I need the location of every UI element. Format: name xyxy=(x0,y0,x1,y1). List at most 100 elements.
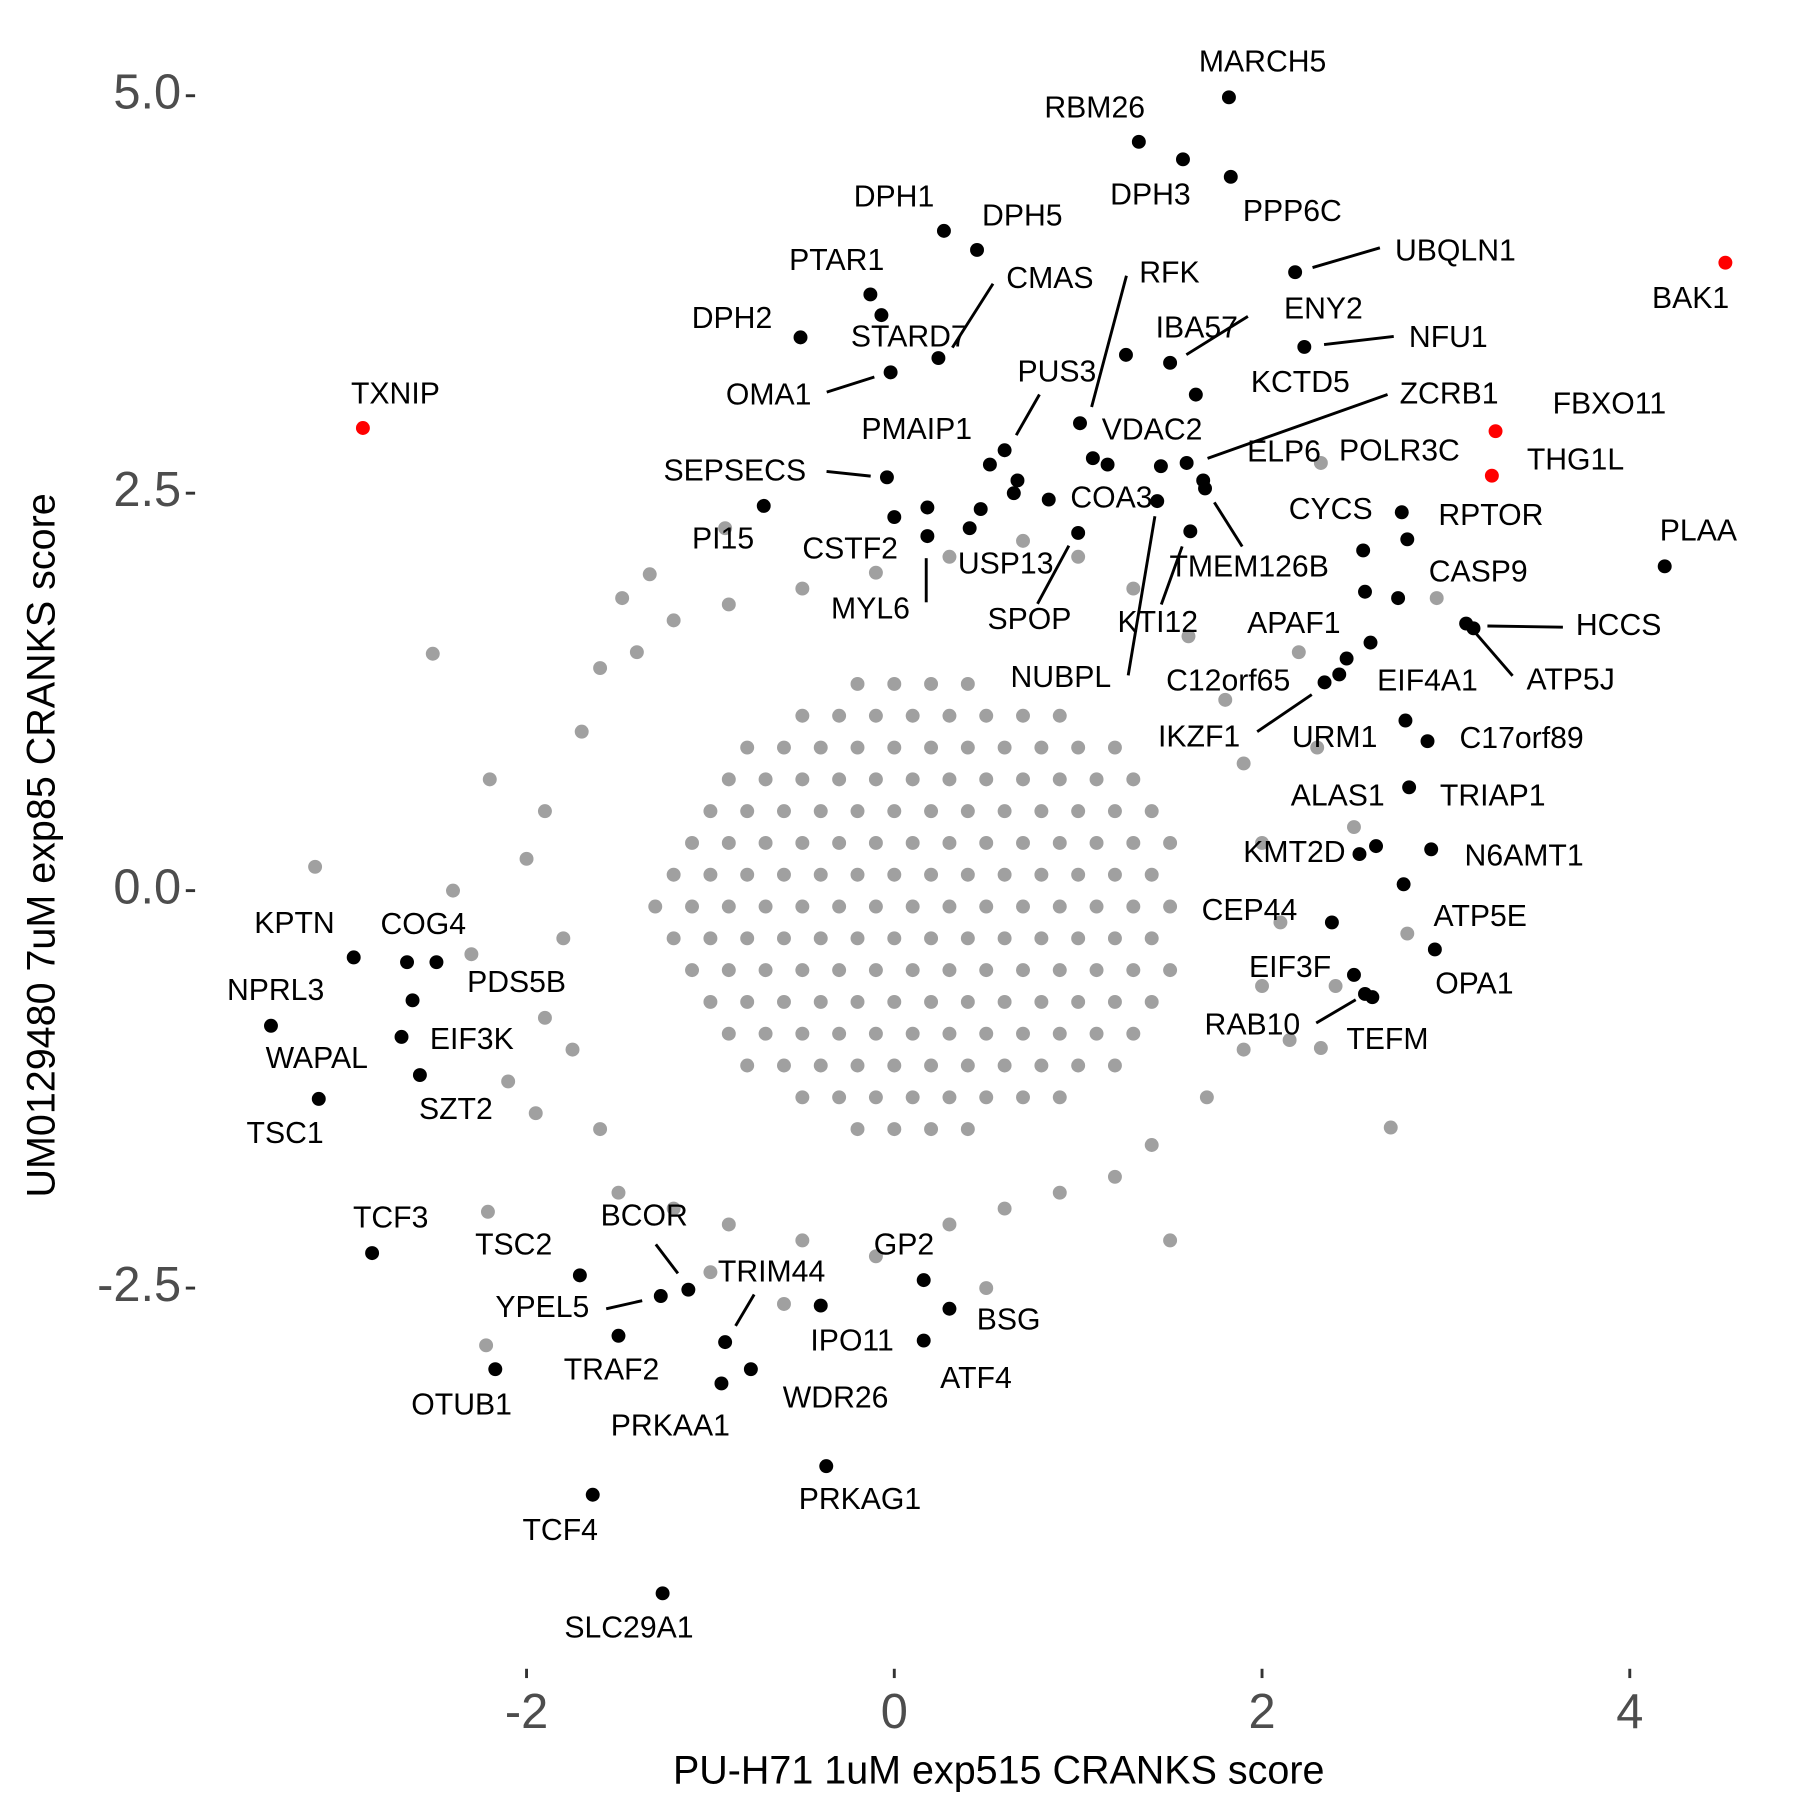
background-point xyxy=(887,1122,902,1137)
background-point xyxy=(537,804,552,819)
background-point xyxy=(887,867,902,882)
background-point xyxy=(721,1217,736,1232)
leader-line xyxy=(1126,515,1157,676)
highlight-point xyxy=(1288,265,1303,280)
background-point xyxy=(666,931,681,946)
background-point xyxy=(905,899,920,914)
highlight-point xyxy=(394,1029,409,1044)
background-point xyxy=(868,1026,883,1041)
background-point xyxy=(721,772,736,787)
point-label: TRIAP1 xyxy=(1440,780,1546,813)
point-label: EIF3F xyxy=(1249,951,1331,984)
leader-line xyxy=(826,470,871,478)
highlight-point xyxy=(412,1068,427,1083)
background-point xyxy=(1052,899,1067,914)
highlight-point xyxy=(365,1246,380,1261)
point-label: TRAF2 xyxy=(564,1354,660,1387)
background-point xyxy=(758,772,773,787)
highlight-point xyxy=(982,457,997,472)
highlight-point xyxy=(346,950,361,965)
highlight-point xyxy=(1420,734,1435,749)
background-point xyxy=(1144,1138,1159,1152)
background-point xyxy=(997,804,1012,819)
background-point xyxy=(615,591,630,606)
background-point xyxy=(1016,963,1030,978)
point-label: TMEM126B xyxy=(1169,551,1328,584)
point-label: FBXO11 xyxy=(1553,388,1667,421)
x-tick-label: -2 xyxy=(505,1685,548,1739)
y-axis-title: UM0129480 7uM exp85 CRANKS score xyxy=(20,493,64,1197)
highlight-point xyxy=(1396,877,1411,892)
highlight-point xyxy=(1297,339,1312,354)
background-point xyxy=(1255,835,1269,850)
leader-line xyxy=(1159,545,1184,605)
background-point xyxy=(960,676,975,691)
point-label: SLC29A1 xyxy=(564,1611,693,1644)
background-point xyxy=(666,613,681,628)
background-point xyxy=(850,740,865,755)
background-point xyxy=(1291,645,1306,660)
highlight-point xyxy=(1459,616,1474,631)
background-point xyxy=(997,994,1012,1009)
background-point xyxy=(703,931,718,946)
background-point xyxy=(997,740,1012,755)
highlight-point xyxy=(997,443,1012,458)
background-point xyxy=(666,1201,681,1216)
leader-line xyxy=(1014,393,1041,436)
highlight-point xyxy=(1657,559,1672,574)
leader-line xyxy=(1213,501,1244,548)
point-label: CEP44 xyxy=(1202,894,1298,927)
highlight-point xyxy=(1176,152,1190,167)
background-point xyxy=(924,867,939,882)
background-point xyxy=(758,835,773,850)
background-point xyxy=(905,1026,920,1041)
point-label: UBQLN1 xyxy=(1395,234,1516,267)
point-label: ENY2 xyxy=(1284,293,1363,326)
x-tick-label: 0 xyxy=(881,1685,908,1739)
background-point xyxy=(813,740,828,755)
background-point xyxy=(905,963,920,978)
highlight-point xyxy=(887,510,902,524)
background-point xyxy=(942,708,957,723)
background-point xyxy=(1034,931,1049,946)
background-point xyxy=(1089,835,1104,850)
leader-line xyxy=(654,1243,680,1275)
highlight-point xyxy=(355,421,370,435)
background-point xyxy=(813,867,828,882)
highlight-point xyxy=(942,1301,957,1316)
background-point xyxy=(1071,994,1086,1009)
highlight-point xyxy=(655,1586,670,1601)
background-point xyxy=(480,1204,495,1219)
background-point xyxy=(1016,1090,1030,1105)
background-point xyxy=(905,708,920,723)
background-point xyxy=(740,867,755,882)
leader-line xyxy=(826,375,875,394)
x-axis-title: PU-H71 1uM exp515 CRANKS score xyxy=(673,1749,1325,1793)
highlight-point xyxy=(1339,651,1354,666)
background-point xyxy=(1034,867,1049,882)
highlight-point xyxy=(1394,505,1409,520)
highlight-point xyxy=(429,955,444,970)
background-point xyxy=(979,1090,994,1105)
background-point xyxy=(1313,1041,1328,1055)
highlight-point xyxy=(1198,481,1212,496)
highlight-point xyxy=(718,1335,733,1350)
background-point xyxy=(703,867,718,882)
background-point xyxy=(1144,994,1159,1009)
background-point xyxy=(868,772,883,787)
highlight-point xyxy=(756,498,771,513)
background-point xyxy=(593,1122,608,1137)
highlight-point xyxy=(1400,532,1415,547)
background-point xyxy=(942,1217,957,1232)
highlight-point xyxy=(874,308,889,323)
highlight-point xyxy=(1358,584,1372,599)
background-point xyxy=(777,1297,791,1311)
background-point xyxy=(1016,899,1030,914)
background-point xyxy=(1400,926,1415,941)
background-point xyxy=(1034,1058,1049,1073)
background-point xyxy=(1052,772,1067,787)
background-point xyxy=(685,963,699,978)
leader-line xyxy=(1256,693,1313,733)
background-point xyxy=(832,708,847,723)
point-label: OPA1 xyxy=(1435,967,1513,1000)
